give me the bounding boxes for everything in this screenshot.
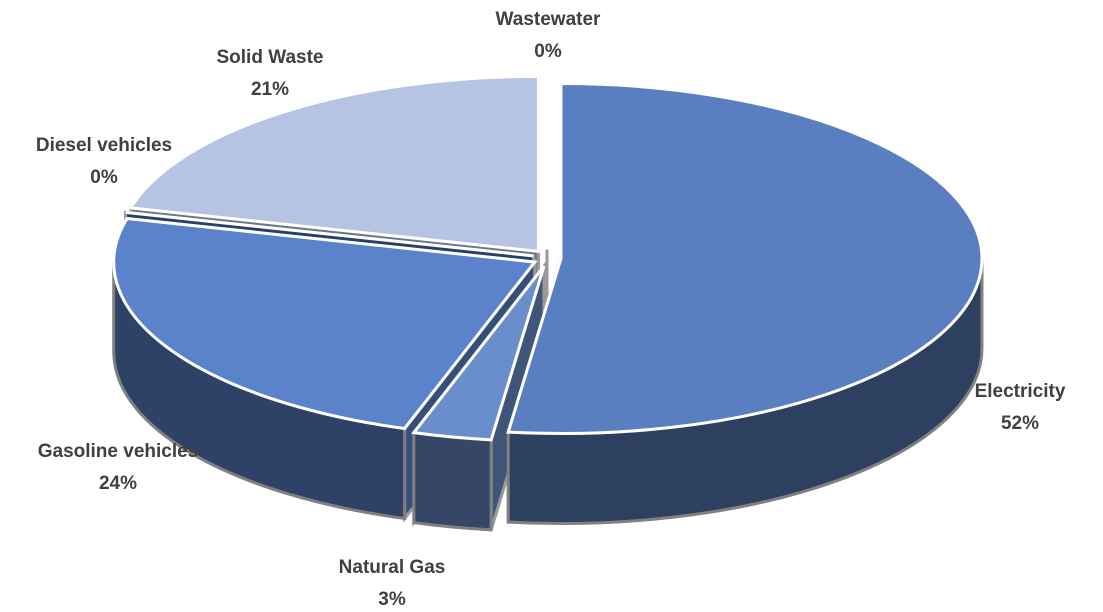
slice-label: Electricity: [975, 381, 1066, 402]
slice-value-label: 21%: [251, 79, 289, 100]
slice: [411, 265, 546, 442]
slice-value-label: 3%: [378, 589, 406, 610]
slice-value-label: 52%: [1001, 413, 1039, 434]
slice-side: [412, 430, 493, 532]
slice: [128, 74, 540, 254]
slice: [112, 216, 538, 431]
slice-label: Gasoline vehicles: [38, 441, 199, 462]
slice: [506, 82, 984, 436]
slice-value-label: 24%: [99, 473, 137, 494]
slice-label: Natural Gas: [339, 557, 446, 578]
slice-value-label: 0%: [90, 167, 118, 188]
slice-value-label: 0%: [534, 41, 562, 62]
slice-label: Wastewater: [496, 9, 601, 30]
slice-label: Solid Waste: [217, 47, 324, 68]
slice-label: Diesel vehicles: [36, 135, 172, 156]
